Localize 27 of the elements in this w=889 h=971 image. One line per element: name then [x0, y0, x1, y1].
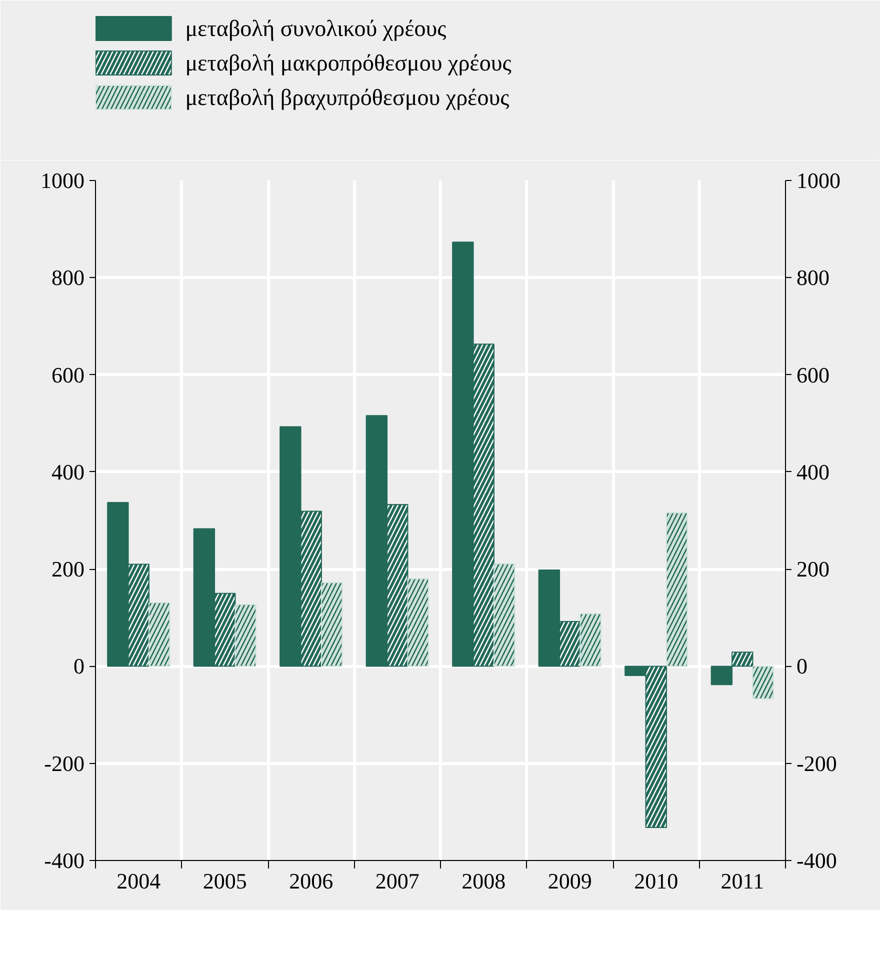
- x-tick-label: 2004: [116, 868, 161, 894]
- x-tick-label: 2005: [202, 868, 247, 894]
- legend-label: μεταβολή συνολικού χρέους: [185, 16, 446, 41]
- x-tick-label: 2011: [720, 868, 764, 894]
- y-tick-label: 400: [52, 459, 84, 484]
- x-tick-label: 2009: [548, 868, 592, 894]
- y2-tick-label: -400: [796, 848, 837, 873]
- y2-tick-label: 600: [796, 362, 830, 388]
- legend-label: μεταβολή μακροπρόθεσμου χρέους: [185, 50, 512, 76]
- x-tick-label: 2006: [289, 868, 334, 894]
- y2-tick-label: -200: [796, 750, 837, 776]
- y2-tick-label: 0: [796, 654, 808, 679]
- y2-tick-label: 800: [796, 265, 830, 290]
- y2-tick-label: 200: [796, 556, 830, 582]
- x-tick-label: 2007: [375, 868, 420, 894]
- y2-tick-label: 400: [796, 459, 830, 484]
- y-tick-label: 800: [52, 265, 84, 290]
- x-tick-label: 2010: [634, 868, 678, 894]
- y-tick-label: 600: [52, 362, 84, 388]
- y-tick-label: 1000: [40, 168, 84, 193]
- y-tick-label: -400: [44, 848, 84, 873]
- y-tick-label: 200: [52, 556, 84, 582]
- y2-tick-label: 1000: [796, 168, 840, 193]
- y-tick-label: 0: [74, 654, 84, 679]
- y-tick-label: -200: [44, 750, 84, 776]
- x-tick-label: 2008: [462, 868, 506, 894]
- legend-label: μεταβολή βραχυπρόθεσμου χρέους: [185, 85, 510, 110]
